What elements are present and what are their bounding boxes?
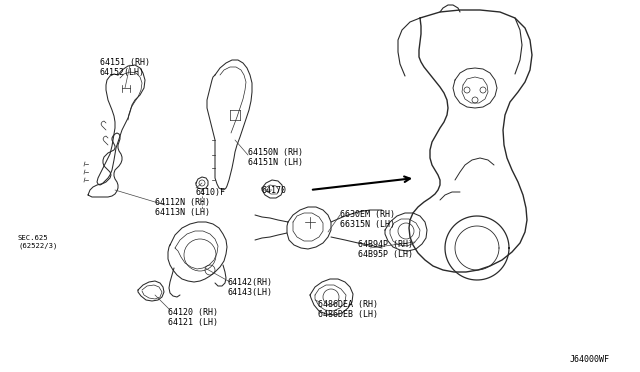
Text: J64000WF: J64000WF <box>570 355 610 364</box>
Text: 64151 (RH)
64152(LH): 64151 (RH) 64152(LH) <box>100 58 150 77</box>
Text: 64142(RH)
64143(LH): 64142(RH) 64143(LH) <box>228 278 273 297</box>
Text: 64120 (RH)
64121 (LH): 64120 (RH) 64121 (LH) <box>168 308 218 327</box>
Text: 6486DEA (RH)
6486DEB (LH): 6486DEA (RH) 6486DEB (LH) <box>318 300 378 320</box>
Text: 64B94P (RH)
64B95P (LH): 64B94P (RH) 64B95P (LH) <box>358 240 413 259</box>
Text: 64112N (RH)
64113N (LH): 64112N (RH) 64113N (LH) <box>155 198 210 217</box>
Text: 64170: 64170 <box>262 186 287 195</box>
Text: SEC.625
(62522/3): SEC.625 (62522/3) <box>18 235 58 248</box>
Text: 64150N (RH)
64151N (LH): 64150N (RH) 64151N (LH) <box>248 148 303 167</box>
Text: 6410)F: 6410)F <box>196 188 226 197</box>
Text: 6630EM (RH)
66315N (LH): 6630EM (RH) 66315N (LH) <box>340 210 395 230</box>
